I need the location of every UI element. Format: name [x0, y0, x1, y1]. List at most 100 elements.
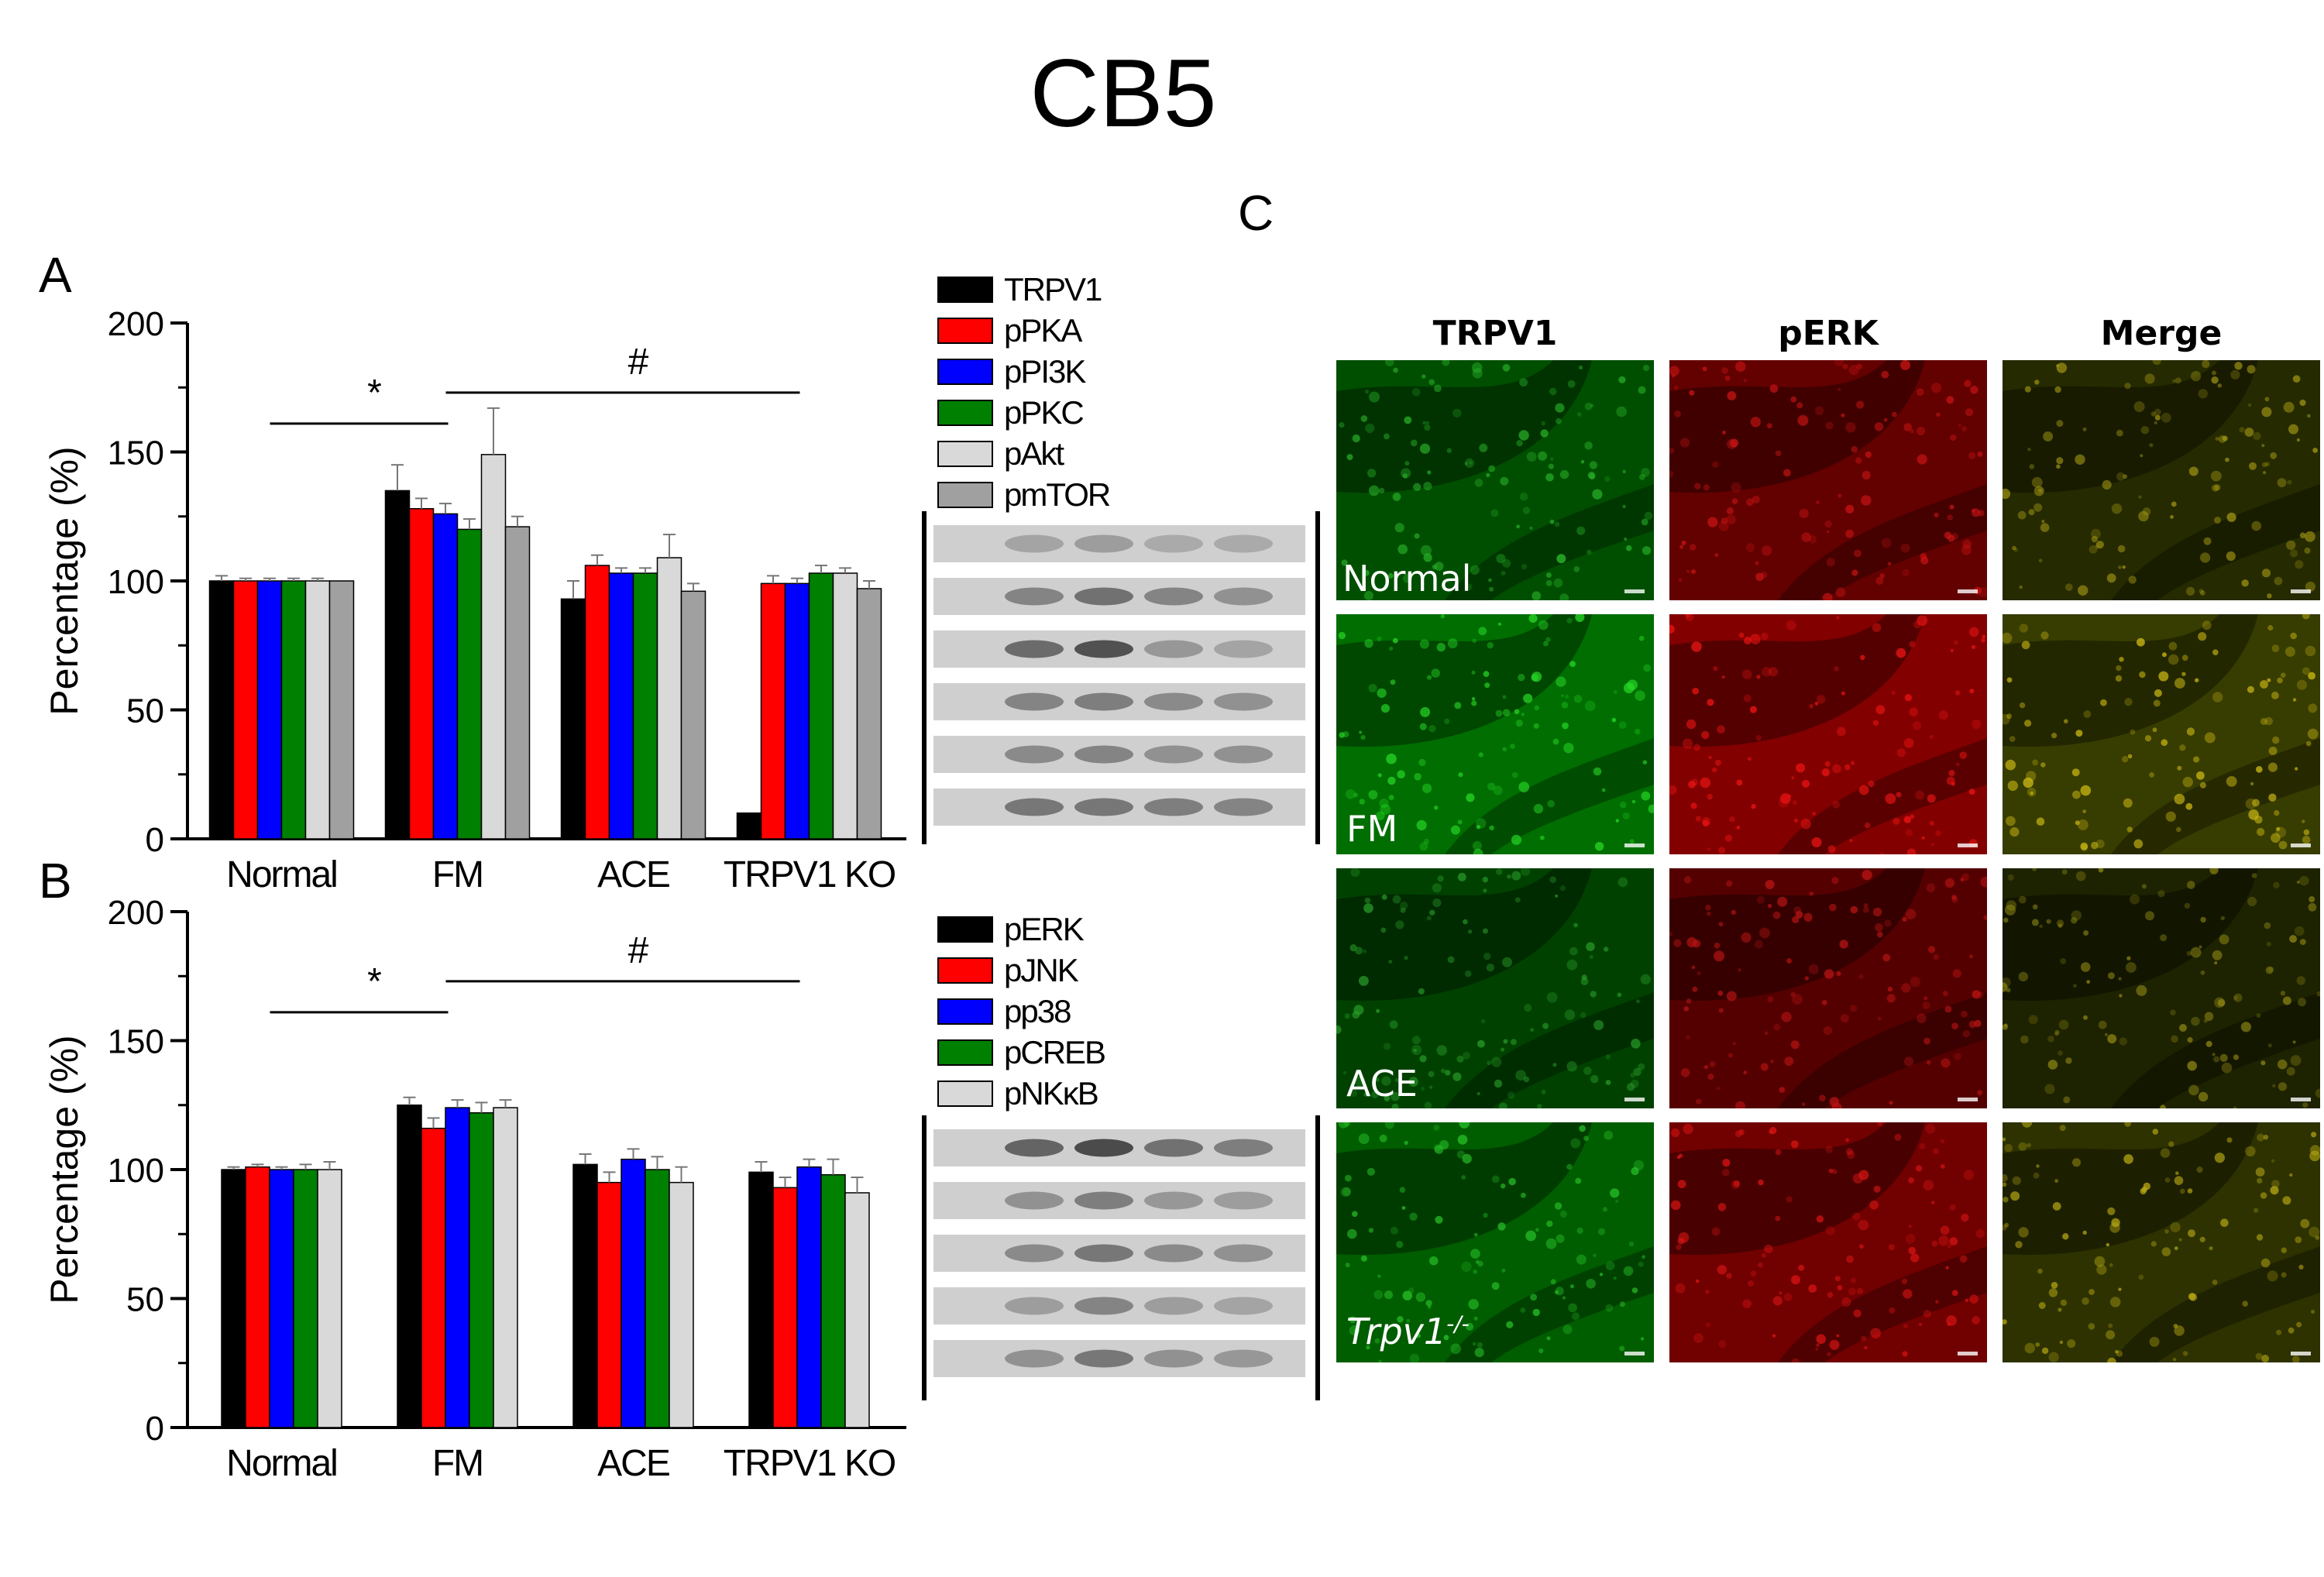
micrograph-cell: [1546, 1220, 1553, 1228]
micrograph-cell: [1838, 493, 1842, 498]
micrograph-cell: [1457, 819, 1463, 825]
micrograph-cell: [1816, 1343, 1820, 1347]
blot-band: [1074, 745, 1133, 764]
micrograph-cell: [2073, 984, 2077, 988]
micrograph-cell: [1641, 468, 1650, 477]
micrograph-tissue-layer: [1336, 868, 1592, 1002]
micrograph-cell: [1679, 1153, 1683, 1158]
legend-label: TRPV1: [1004, 271, 1102, 307]
micrograph-cell: [2102, 479, 2112, 490]
micrograph-cell: [1721, 675, 1725, 679]
micrograph-cell: [1583, 1136, 1589, 1141]
micrograph-cell: [2196, 771, 2205, 780]
legend-item-pmtor: pmTOR: [937, 476, 1111, 514]
micrograph-cell: [2255, 1352, 2263, 1360]
micrograph-cell: [2168, 641, 2178, 651]
micrograph-cell: [1496, 554, 1506, 564]
micrograph-cell: [1425, 1300, 1432, 1307]
micrograph-cell: [1642, 760, 1648, 764]
micrograph-cell: [1615, 1199, 1619, 1203]
micrograph-cell: [1498, 1102, 1508, 1108]
micrograph-cell: [1461, 1175, 1466, 1180]
micrograph-cell: [1521, 868, 1531, 876]
micrograph-cell: [1491, 1056, 1502, 1067]
micrograph-cell: [1915, 1165, 1923, 1172]
micrograph-cell: [2107, 972, 2115, 980]
micrograph-cell: [2003, 713, 2010, 725]
micrograph-cell: [2124, 698, 2133, 706]
micrograph-cell: [1633, 1067, 1642, 1077]
micrograph-cell: [1679, 545, 1684, 549]
micrograph-image: [1336, 1122, 1654, 1362]
micrograph-cell: [1935, 1300, 1939, 1304]
micrograph-cell: [2274, 576, 2283, 586]
micrograph-cell: [2191, 371, 2202, 382]
micrograph-cell: [1642, 1255, 1645, 1259]
legend-item-ppka: pPKA: [937, 312, 1082, 349]
micrograph-cell: [2111, 503, 2123, 514]
micrograph-cell: [1726, 880, 1733, 887]
micrograph-cell: [2117, 545, 2126, 553]
micrograph-cell: [1590, 404, 1594, 407]
micrograph-cell: [2051, 733, 2058, 739]
micrograph-cell: [1521, 564, 1527, 570]
micrograph-cell: [1756, 895, 1765, 904]
legend-item-perk: pERK: [937, 911, 1085, 948]
micrograph-cell: [1458, 772, 1463, 778]
blot-band: [1214, 640, 1273, 658]
micrograph-cell: [1580, 1012, 1587, 1019]
bar-pakt-ace: [656, 557, 682, 840]
micrograph-cell: [1848, 364, 1859, 376]
micrograph-cell: [1841, 1297, 1851, 1307]
micrograph-tissue-layer: [1778, 1246, 1987, 1362]
scale-bar: [1624, 1352, 1645, 1355]
legend-a: TRPV1 pPKA pPI3K pPKC pAkt pmTOR: [937, 271, 1170, 519]
micrograph-cell: [2056, 420, 2064, 428]
micrograph-cell: [1836, 616, 1840, 620]
micrograph-cell: [1494, 1079, 1503, 1088]
micrograph-cell: [1718, 521, 1729, 531]
micrograph-cell: [2267, 1270, 2278, 1282]
micrograph-cell: [1817, 695, 1826, 704]
micrograph-cell: [2098, 1020, 2107, 1029]
bar-ppka-ace: [584, 565, 610, 840]
micrograph-cell: [1426, 675, 1432, 680]
micrograph-cell: [1910, 976, 1920, 988]
micrograph-cell: [2003, 1197, 2009, 1203]
micrograph-cell: [2270, 1186, 2279, 1195]
micrograph-cell: [1353, 1005, 1364, 1015]
micrograph-cell: [1418, 758, 1426, 767]
micrograph-cell: [1559, 1210, 1567, 1218]
micrograph-cell: [2171, 1035, 2178, 1043]
micrograph-cell: [1921, 836, 1925, 840]
micrograph-cell: [1902, 569, 1910, 576]
blot-band: [1005, 1244, 1064, 1263]
micrograph-cell: [1923, 996, 1928, 1001]
micrograph-cell: [2202, 620, 2212, 630]
micrograph-cell: [1635, 999, 1640, 1004]
micrograph-cell: [2083, 930, 2089, 936]
micrograph-cell: [2198, 389, 2208, 399]
micrograph-cell: [2217, 998, 2226, 1007]
micrograph-cell: [1940, 1225, 1950, 1235]
micrograph-cell: [1360, 734, 1366, 740]
micrograph-cell: [1797, 414, 1809, 426]
micrograph-cell: [1717, 1265, 1727, 1275]
micrograph-cell: [2191, 1016, 2200, 1026]
micrograph-cell: [1392, 895, 1401, 904]
micrograph-cell: [1442, 360, 1450, 366]
micrograph-cell: [2242, 1300, 2248, 1307]
micrograph-cell: [2204, 732, 2216, 744]
micrograph-cell: [1902, 917, 1907, 922]
bar-ppka-normal: [232, 580, 259, 840]
micrograph-cell: [1641, 518, 1648, 526]
micrograph-cell: [1702, 366, 1707, 372]
bar-pjnk-ace: [596, 1181, 622, 1428]
micrograph-cell: [2226, 1137, 2233, 1143]
micrograph-cell: [2268, 966, 2274, 972]
micrograph-cell: [1565, 694, 1569, 699]
micrograph-cell: [1387, 776, 1396, 785]
micrograph-cell: [1599, 1273, 1604, 1276]
micrograph-cell: [1349, 1089, 1357, 1098]
micrograph-cell: [2038, 1302, 2046, 1309]
